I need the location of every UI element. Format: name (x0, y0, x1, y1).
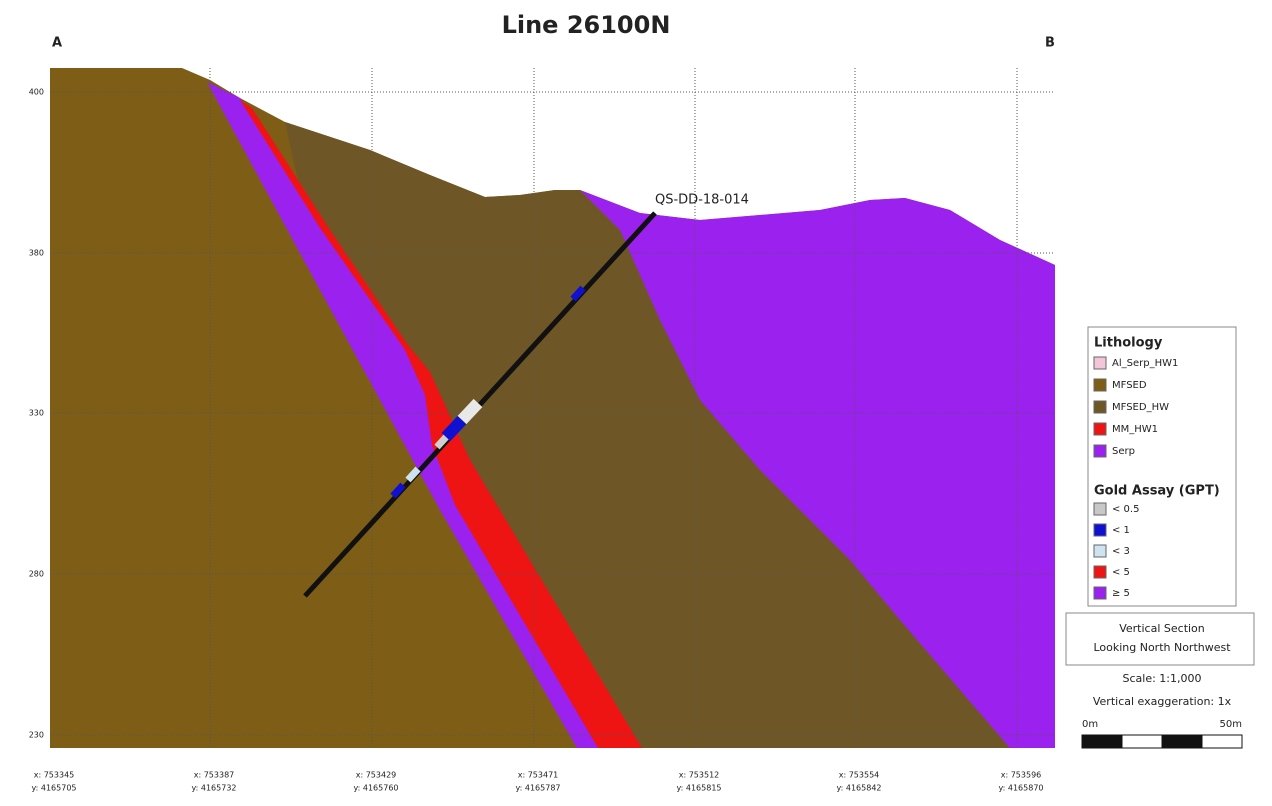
scale-start: 0m (1082, 719, 1098, 730)
x-label: x: 753345 (34, 771, 75, 780)
end-label: B (1045, 36, 1055, 51)
x-label: y: 4165705 (31, 784, 76, 793)
info-text: Looking North Northwest (1093, 641, 1231, 654)
legend-swatch (1094, 423, 1106, 435)
legend-item: < 1 (1112, 525, 1130, 536)
legend-item: < 0.5 (1112, 504, 1139, 515)
legend-item: MM_HW1 (1112, 424, 1158, 435)
legend-swatch (1094, 524, 1106, 536)
legend-swatch (1094, 587, 1106, 599)
scale-end: 50m (1220, 719, 1242, 730)
x-label: x: 753387 (194, 771, 235, 780)
legend-swatch (1094, 566, 1106, 578)
x-label: y: 4165760 (353, 784, 398, 793)
info-text: Vertical Section (1119, 622, 1205, 635)
exaggeration-text: Vertical exaggeration: 1x (1093, 695, 1232, 708)
legend-item: Al_Serp_HW1 (1112, 358, 1178, 369)
section-view: Line 26100N A B QS-DD-18-014 Vertical Se… (0, 0, 1272, 802)
legend-item: < 3 (1112, 546, 1130, 557)
x-label: x: 753429 (356, 771, 397, 780)
title: Line 26100N (502, 11, 671, 39)
y-label: 400 (29, 88, 44, 97)
y-label: 330 (29, 409, 44, 418)
y-label: 380 (29, 249, 44, 258)
legend-swatch (1094, 401, 1106, 413)
legend-swatch (1094, 545, 1106, 557)
legend-title: Lithology (1094, 336, 1163, 351)
x-label: x: 753554 (839, 771, 880, 780)
x-label: y: 4165870 (998, 784, 1043, 793)
legend-item: MFSED (1112, 380, 1147, 391)
x-label: y: 4165815 (676, 784, 721, 793)
x-label: x: 753512 (679, 771, 720, 780)
legend-swatch (1094, 357, 1106, 369)
legend-item: < 5 (1112, 567, 1130, 578)
info-box (1066, 613, 1254, 665)
scale-bar (1082, 735, 1242, 748)
x-label: y: 4165842 (836, 784, 881, 793)
x-label: y: 4165787 (515, 784, 560, 793)
drillhole-label: QS-DD-18-014 (655, 193, 749, 208)
legend-swatch (1094, 379, 1106, 391)
legend-title: Gold Assay (GPT) (1094, 484, 1220, 499)
x-label: x: 753471 (518, 771, 559, 780)
x-label: x: 753596 (1001, 771, 1042, 780)
end-label: A (52, 36, 62, 51)
scale-text: Scale: 1:1,000 (1123, 672, 1202, 685)
legend-item: ≥ 5 (1112, 588, 1130, 599)
y-label: 280 (29, 570, 44, 579)
legend-swatch (1094, 445, 1106, 457)
legend-item: Serp (1112, 446, 1135, 457)
legend-swatch (1094, 503, 1106, 515)
y-label: 230 (29, 731, 44, 740)
legend-item: MFSED_HW (1112, 402, 1169, 413)
x-label: y: 4165732 (191, 784, 236, 793)
